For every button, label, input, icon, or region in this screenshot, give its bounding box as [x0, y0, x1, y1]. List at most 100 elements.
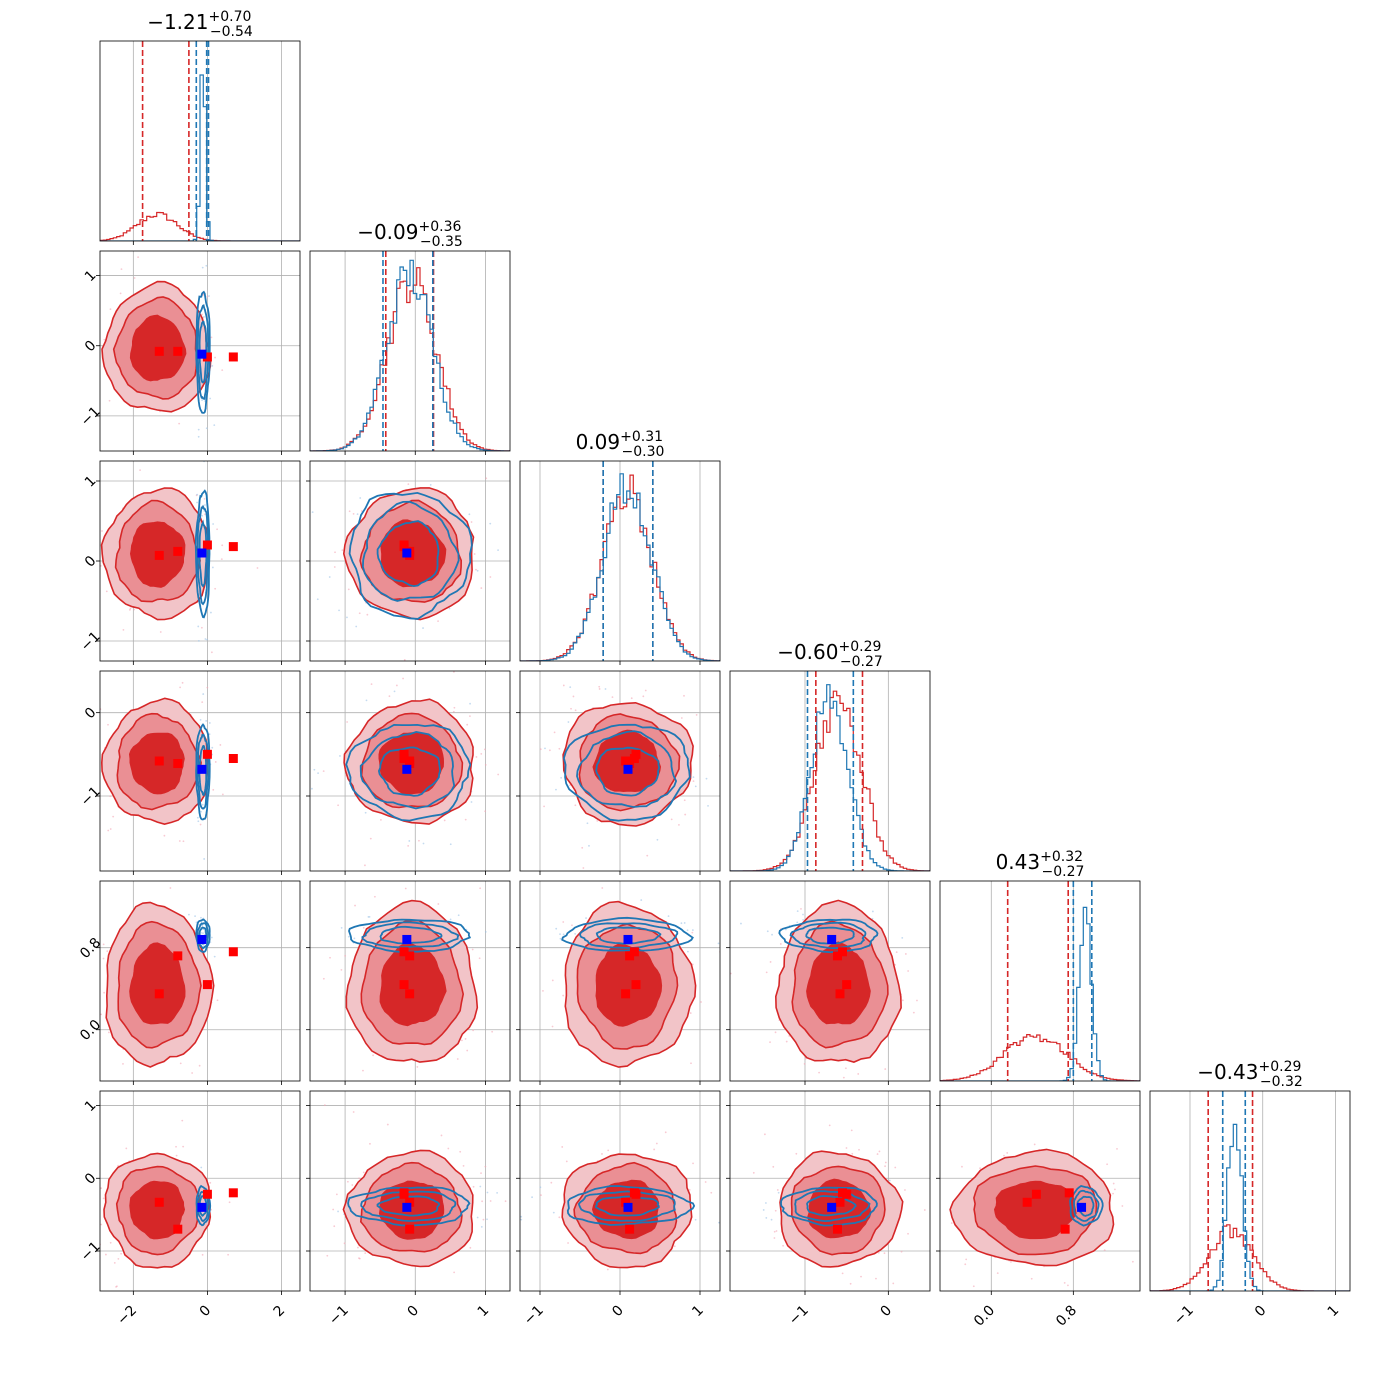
- blue-contour: [595, 926, 662, 945]
- red-histogram: [310, 267, 510, 451]
- blue-truth-marker: [827, 934, 837, 944]
- sample-point-blue: [313, 768, 316, 771]
- sample-point-blue: [705, 777, 708, 780]
- sample-point-red: [642, 695, 645, 698]
- blue-truth-marker: [1077, 1202, 1087, 1212]
- red-truth-marker: [228, 1188, 238, 1198]
- red-truth-marker: [405, 989, 415, 999]
- blue-contour: [194, 489, 211, 619]
- sample-point-red: [332, 1208, 335, 1211]
- red-truth-marker: [202, 540, 212, 550]
- sample-point-red: [774, 1209, 777, 1212]
- sample-point-red: [700, 1001, 702, 1003]
- sample-point-blue: [204, 504, 206, 506]
- panel-4-1: [306, 880, 511, 1116]
- red-truth-marker: [1031, 1189, 1041, 1199]
- sample-point-red: [107, 829, 110, 832]
- sample-point-blue: [567, 721, 570, 723]
- sample-point-red: [103, 338, 106, 341]
- blue-truth-marker: [402, 1202, 412, 1212]
- sample-point-red: [107, 1031, 110, 1034]
- sample-point-red: [598, 685, 601, 688]
- sample-point-red: [471, 948, 474, 951]
- blue-truth-marker: [623, 934, 633, 944]
- red-histogram: [1150, 1224, 1350, 1291]
- panel-3-0: −10: [78, 670, 301, 875]
- sample-point-red: [216, 528, 218, 531]
- y-tick-label: 1: [82, 473, 100, 491]
- x-tick-label: 2: [271, 1303, 289, 1321]
- blue-histogram: [1150, 1123, 1350, 1291]
- sample-point-red: [466, 1049, 469, 1052]
- sample-point-red: [1067, 1284, 1069, 1287]
- sample-point-red: [191, 1072, 194, 1074]
- sample-point-blue: [469, 702, 471, 705]
- panel-4-0: 0.00.8: [77, 880, 301, 1085]
- sample-point-red: [776, 1189, 779, 1191]
- sample-point-red: [884, 1068, 887, 1070]
- sample-point-red: [402, 677, 404, 680]
- sample-point-red: [804, 1057, 807, 1060]
- x-tick-label: 1: [475, 1303, 493, 1321]
- sample-point-red: [167, 1298, 169, 1300]
- sample-point-red: [337, 804, 340, 807]
- sample-point-red: [335, 1193, 338, 1196]
- sample-point-red: [482, 1218, 485, 1221]
- sample-point-red: [417, 1082, 419, 1084]
- sample-point-blue: [771, 933, 773, 936]
- red-truth-marker: [405, 1197, 415, 1207]
- sample-point-red: [849, 1282, 852, 1285]
- blue-contour: [778, 918, 879, 954]
- sample-point-red: [690, 1062, 692, 1065]
- sample-point-red: [101, 530, 103, 532]
- sample-point-red: [214, 587, 217, 590]
- red-truth-marker: [833, 951, 842, 961]
- sample-point-red: [201, 313, 203, 316]
- sample-point-red: [341, 549, 344, 552]
- sample-point-red: [562, 921, 565, 923]
- sample-point-blue: [328, 576, 331, 578]
- sample-point-red: [395, 684, 398, 687]
- sample-point-red: [100, 564, 102, 567]
- panel-3-3: −0.60+0.29 −0.27: [729, 639, 931, 875]
- sample-point-red: [382, 1114, 384, 1116]
- sample-point-blue: [205, 264, 208, 267]
- sample-point-blue: [205, 427, 208, 430]
- red-truth-marker: [1064, 1188, 1074, 1198]
- red-truth-marker: [399, 754, 409, 763]
- sample-point-red: [352, 1111, 355, 1113]
- param-title-5: −0.43+0.29 −0.32: [1197, 1059, 1303, 1090]
- sample-point-blue: [346, 616, 348, 619]
- sample-point-blue: [339, 755, 341, 757]
- sample-point-red: [497, 773, 500, 776]
- panel-4-4: 0.43+0.32 −0.27: [939, 849, 1141, 1085]
- sample-point-red: [692, 780, 695, 783]
- panel-frame: [99, 880, 301, 1082]
- sample-point-red: [845, 1147, 848, 1149]
- sample-point-blue: [683, 922, 686, 924]
- sample-point-blue: [796, 921, 799, 924]
- panel-frame: [939, 1090, 1141, 1292]
- sample-point-red: [169, 887, 172, 889]
- sample-point-red: [182, 1145, 185, 1148]
- panel-frame: [309, 880, 511, 1082]
- sample-point-blue: [210, 936, 213, 939]
- sample-point-red: [688, 1189, 691, 1191]
- sample-point-red: [582, 867, 585, 869]
- sample-point-red: [1112, 1182, 1115, 1185]
- panel-5-0: −2 0 2−101: [78, 1090, 301, 1328]
- sample-point-red: [724, 759, 726, 761]
- red-truth-marker: [228, 352, 238, 362]
- sample-point-red: [105, 590, 108, 593]
- sample-point-red: [201, 1253, 204, 1256]
- red-truth-marker: [173, 759, 183, 768]
- sample-point-red: [351, 1184, 354, 1186]
- sample-point-red: [137, 256, 140, 259]
- sample-point-red: [100, 1223, 103, 1226]
- sample-point-blue: [197, 639, 200, 642]
- sample-point-blue: [448, 607, 451, 610]
- sample-point-red: [1116, 1147, 1118, 1150]
- sample-point-red: [996, 1272, 999, 1275]
- red-truth-marker: [625, 1224, 635, 1234]
- panel-2-0: −101: [78, 460, 301, 665]
